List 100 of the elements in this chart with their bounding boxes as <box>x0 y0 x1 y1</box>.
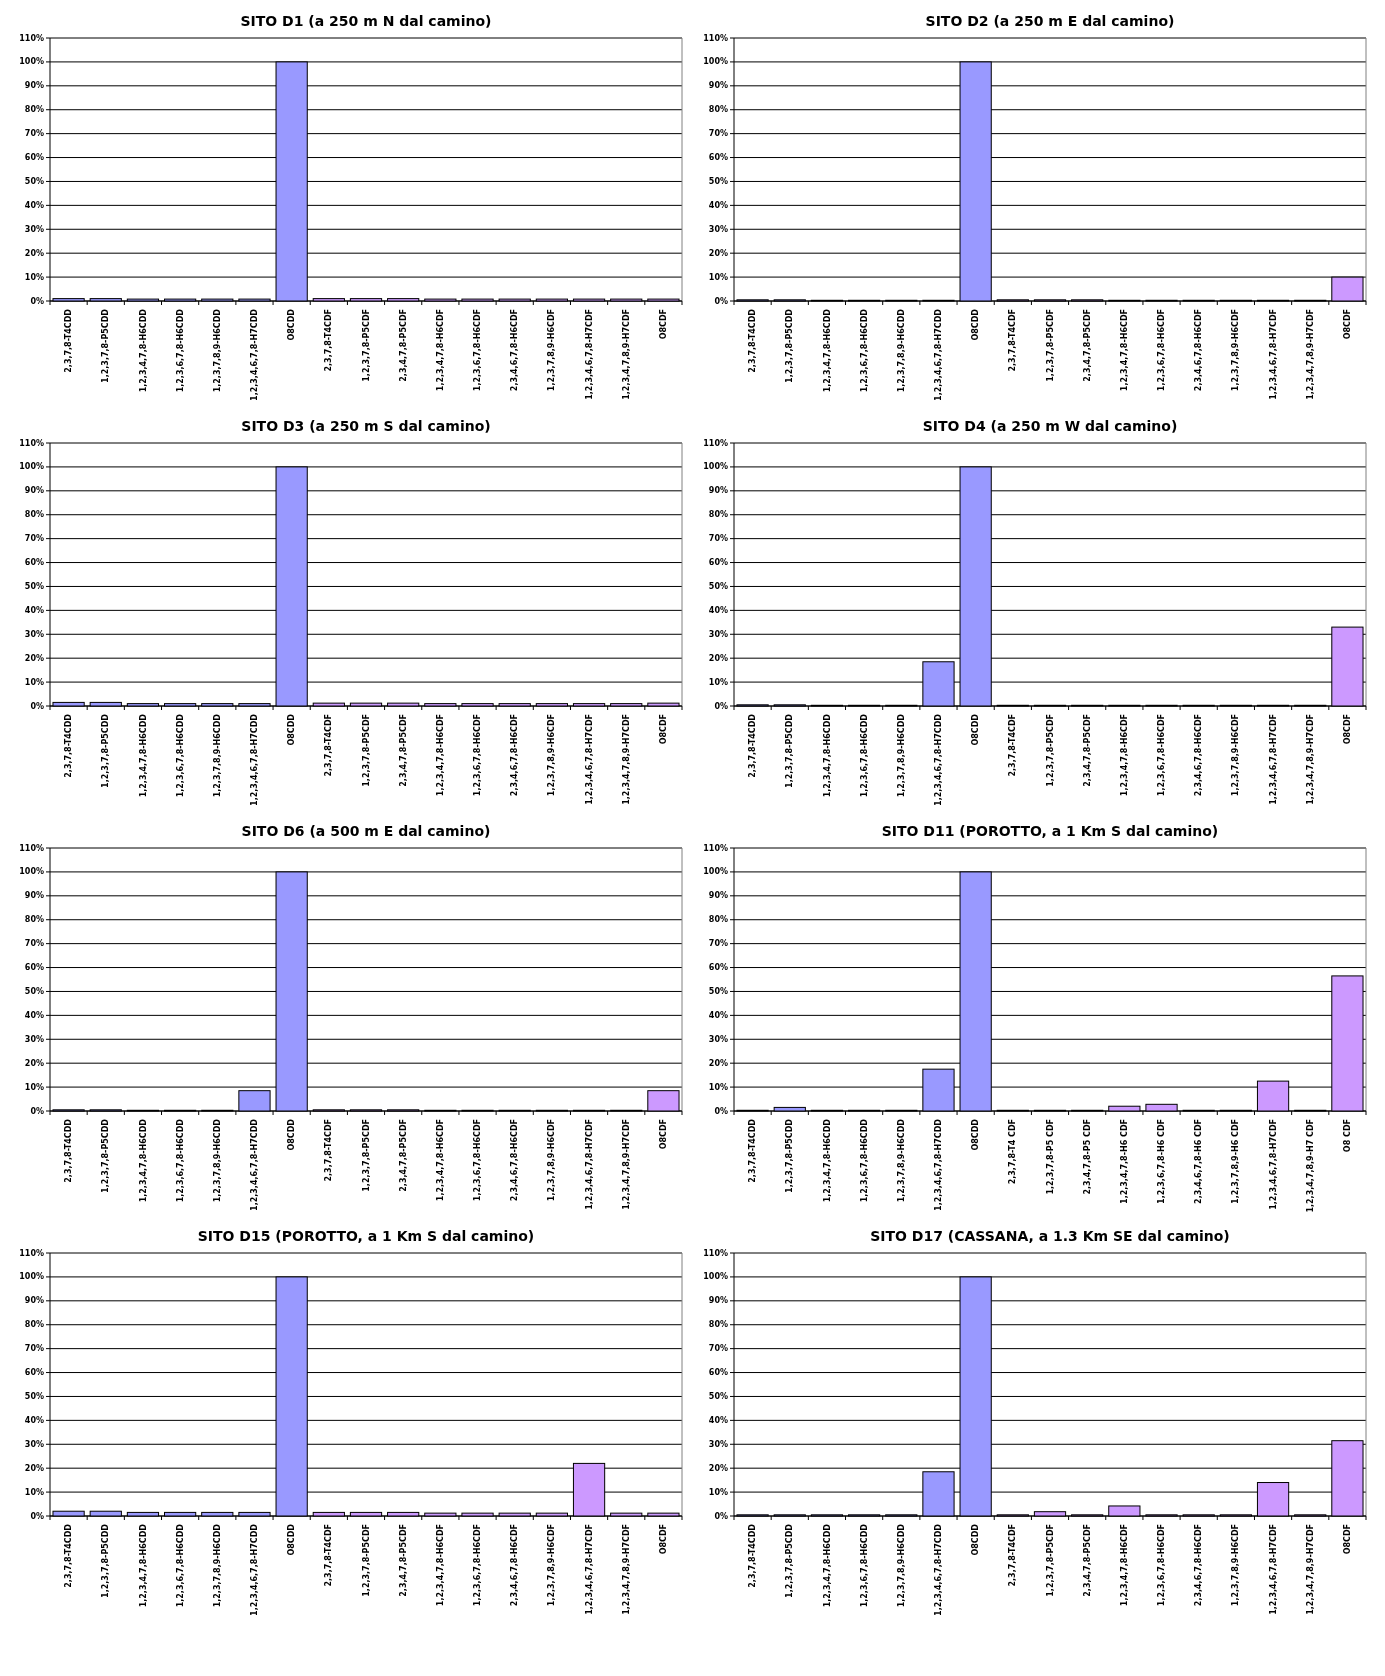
x-tick-label: 2,3,4,6,7,8-H6CDF <box>510 1524 520 1607</box>
x-tick-label: 1,2,3,7,8,9-H6CDF <box>547 1119 557 1202</box>
y-tick-label: 110% <box>703 438 728 448</box>
y-tick-label: 50% <box>708 177 728 187</box>
y-tick-label: 60% <box>708 1368 728 1378</box>
y-tick-label: 40% <box>24 605 44 615</box>
y-tick-label: 30% <box>708 1439 728 1449</box>
x-tick-label: 1,2,3,7,8,9-H6CDF <box>1231 714 1241 797</box>
y-tick-label: 30% <box>708 224 728 234</box>
x-tick-label: 2,3,7,8-T4CDF <box>1008 1524 1018 1587</box>
chart-title: SITO D4 (a 250 m W dal camino) <box>922 418 1178 434</box>
x-tick-label: 2,3,7,8-T4CDF <box>324 1524 334 1587</box>
y-tick-label: 40% <box>708 200 728 210</box>
y-tick-label: 110% <box>19 33 44 43</box>
x-tick-label: 2,3,7,8-T4CDF <box>324 1119 334 1182</box>
y-tick-label: 50% <box>708 582 728 592</box>
x-tick-label: 1,2,3,6,7,8-H6CDD <box>859 308 869 393</box>
x-tick-label: 2,3,4,7,8-P5CDF <box>398 1119 408 1192</box>
x-tick-label: 2,3,7,8-T4CDD <box>64 1118 74 1183</box>
x-tick-label: O8CDF <box>658 309 668 340</box>
y-tick-label: 60% <box>708 963 728 973</box>
y-tick-label: 110% <box>703 1248 728 1258</box>
x-tick-label: 1,2,3,7,8-P5 CDF <box>1045 1119 1055 1195</box>
y-tick-label: 10% <box>708 677 728 687</box>
x-tick-label: 2,3,7,8-T4CDD <box>64 1523 74 1588</box>
x-tick-label: O8CDF <box>1342 1524 1352 1555</box>
x-tick-label: O8CDF <box>658 714 668 745</box>
x-tick-label: 1,2,3,7,8-P5CDF <box>361 1119 371 1192</box>
x-tick-label: 1,2,3,7,8,9-H6CDF <box>547 1524 557 1607</box>
x-tick-label: 1,2,3,4,7,8,9-H7CDF <box>621 714 631 805</box>
y-tick-label: 60% <box>24 1368 44 1378</box>
y-tick-label: 30% <box>708 1034 728 1044</box>
y-tick-label: 50% <box>24 582 44 592</box>
x-tick-label: 1,2,3,4,7,8,9-H7CDF <box>621 1119 631 1210</box>
y-tick-label: 50% <box>708 1392 728 1402</box>
x-tick-label: 1,2,3,7,8,9-H6CDD <box>896 308 906 393</box>
x-tick-label: 2,3,7,8-T4CDD <box>64 308 74 373</box>
x-tick-label: 1,2,3,7,8-P5CDD <box>785 308 795 383</box>
x-tick-label: O8CDD <box>287 1523 297 1556</box>
x-tick-label: 1,2,3,4,7,8,9-H7CDF <box>1305 714 1315 805</box>
x-tick-label: 1,2,3,4,6,7,8-H7CDD <box>250 1523 260 1616</box>
x-tick-label: 1,2,3,7,8,9-H6CDF <box>547 309 557 392</box>
x-tick-label: 2,3,4,6,7,8-H6CDF <box>510 309 520 392</box>
y-tick-label: 70% <box>708 939 728 949</box>
y-tick-label: 10% <box>708 1082 728 1092</box>
y-tick-label: 110% <box>19 438 44 448</box>
y-tick-label: 80% <box>708 510 728 520</box>
x-tick-label: 1,2,3,7,8-P5CDD <box>101 1118 111 1193</box>
y-tick-label: 10% <box>708 1487 728 1497</box>
y-tick-label: 80% <box>24 510 44 520</box>
x-tick-label: 1,2,3,4,7,8,9-H7CDF <box>621 309 631 400</box>
y-tick-label: 20% <box>708 1463 728 1473</box>
y-tick-label: 70% <box>708 1344 728 1354</box>
x-tick-label: 1,2,3,7,8,9-H6 CDF <box>1231 1119 1241 1204</box>
x-tick-label: 1,2,3,4,6,7,8-H7CDF <box>584 309 594 400</box>
y-tick-label: 90% <box>24 1296 44 1306</box>
y-tick-label: 0% <box>714 1106 728 1116</box>
x-tick-label: 1,2,3,6,7,8-H6CDF <box>1157 309 1167 392</box>
x-tick-label: 1,2,3,7,8,9-H6CDD <box>896 1523 906 1608</box>
x-tick-label: 1,2,3,7,8-P5CDF <box>1045 1524 1055 1597</box>
x-tick-label: 1,2,3,6,7,8-H6CDD <box>175 1118 185 1203</box>
x-tick-label: 2,3,7,8-T4CDF <box>324 309 334 372</box>
x-tick-label: 2,3,4,7,8-P5CDF <box>398 309 408 382</box>
y-tick-label: 20% <box>708 248 728 258</box>
x-tick-label: O8CDF <box>658 1524 668 1555</box>
x-tick-label: 1,2,3,4,7,8-H6 CDF <box>1119 1119 1129 1204</box>
x-tick-label: 1,2,3,4,7,8,9-H7 CDF <box>1305 1119 1315 1213</box>
y-tick-label: 100% <box>19 1272 44 1282</box>
y-tick-label: 70% <box>24 129 44 139</box>
x-tick-label: 1,2,3,4,6,7,8-H7CDD <box>250 1118 260 1211</box>
x-tick-label: O8CDD <box>971 1118 981 1151</box>
y-tick-label: 100% <box>19 57 44 67</box>
x-tick-label: 1,2,3,4,7,8-H6CDF <box>435 309 445 392</box>
x-tick-label: 2,3,7,8-T4 CDF <box>1008 1119 1018 1185</box>
y-tick-label: 100% <box>703 57 728 67</box>
x-tick-label: 2,3,4,6,7,8-H6CDF <box>1194 714 1204 797</box>
x-tick-label: O8CDF <box>1342 714 1352 745</box>
y-tick-label: 50% <box>24 1392 44 1402</box>
x-tick-label: 1,2,3,7,8,9-H6CDD <box>212 308 222 393</box>
x-tick-label: 1,2,3,7,8,9-H6CDF <box>1231 309 1241 392</box>
x-tick-label: 1,2,3,4,7,8-H6CDF <box>1119 714 1129 797</box>
x-tick-label: 1,2,3,6,7,8-H6CDF <box>473 1524 483 1607</box>
y-tick-label: 40% <box>24 200 44 210</box>
x-tick-label: 1,2,3,4,7,8-H6CDD <box>138 713 148 798</box>
x-tick-label: 1,2,3,7,8-P5CDD <box>785 1523 795 1598</box>
x-tick-label: 1,2,3,7,8,9-H6CDD <box>212 713 222 798</box>
x-tick-label: 1,2,3,6,7,8-H6CDD <box>859 1118 869 1203</box>
x-tick-label: 1,2,3,7,8,9-H6CDD <box>896 713 906 798</box>
x-tick-label: 1,2,3,4,6,7,8-H7CDF <box>584 1119 594 1210</box>
x-tick-label: 1,2,3,6,7,8-H6CDD <box>175 308 185 393</box>
y-tick-label: 70% <box>708 129 728 139</box>
x-tick-label: 1,2,3,6,7,8-H6 CDF <box>1157 1119 1167 1204</box>
x-tick-label: 2,3,7,8-T4CDD <box>748 1523 758 1588</box>
y-tick-label: 100% <box>19 867 44 877</box>
x-tick-label: 2,3,4,7,8-P5 CDF <box>1082 1119 1092 1195</box>
y-tick-label: 80% <box>24 105 44 115</box>
y-tick-label: 80% <box>708 105 728 115</box>
y-tick-label: 0% <box>714 1511 728 1521</box>
y-tick-label: 60% <box>708 153 728 163</box>
x-tick-label: 1,2,3,7,8-P5CDD <box>785 713 795 788</box>
